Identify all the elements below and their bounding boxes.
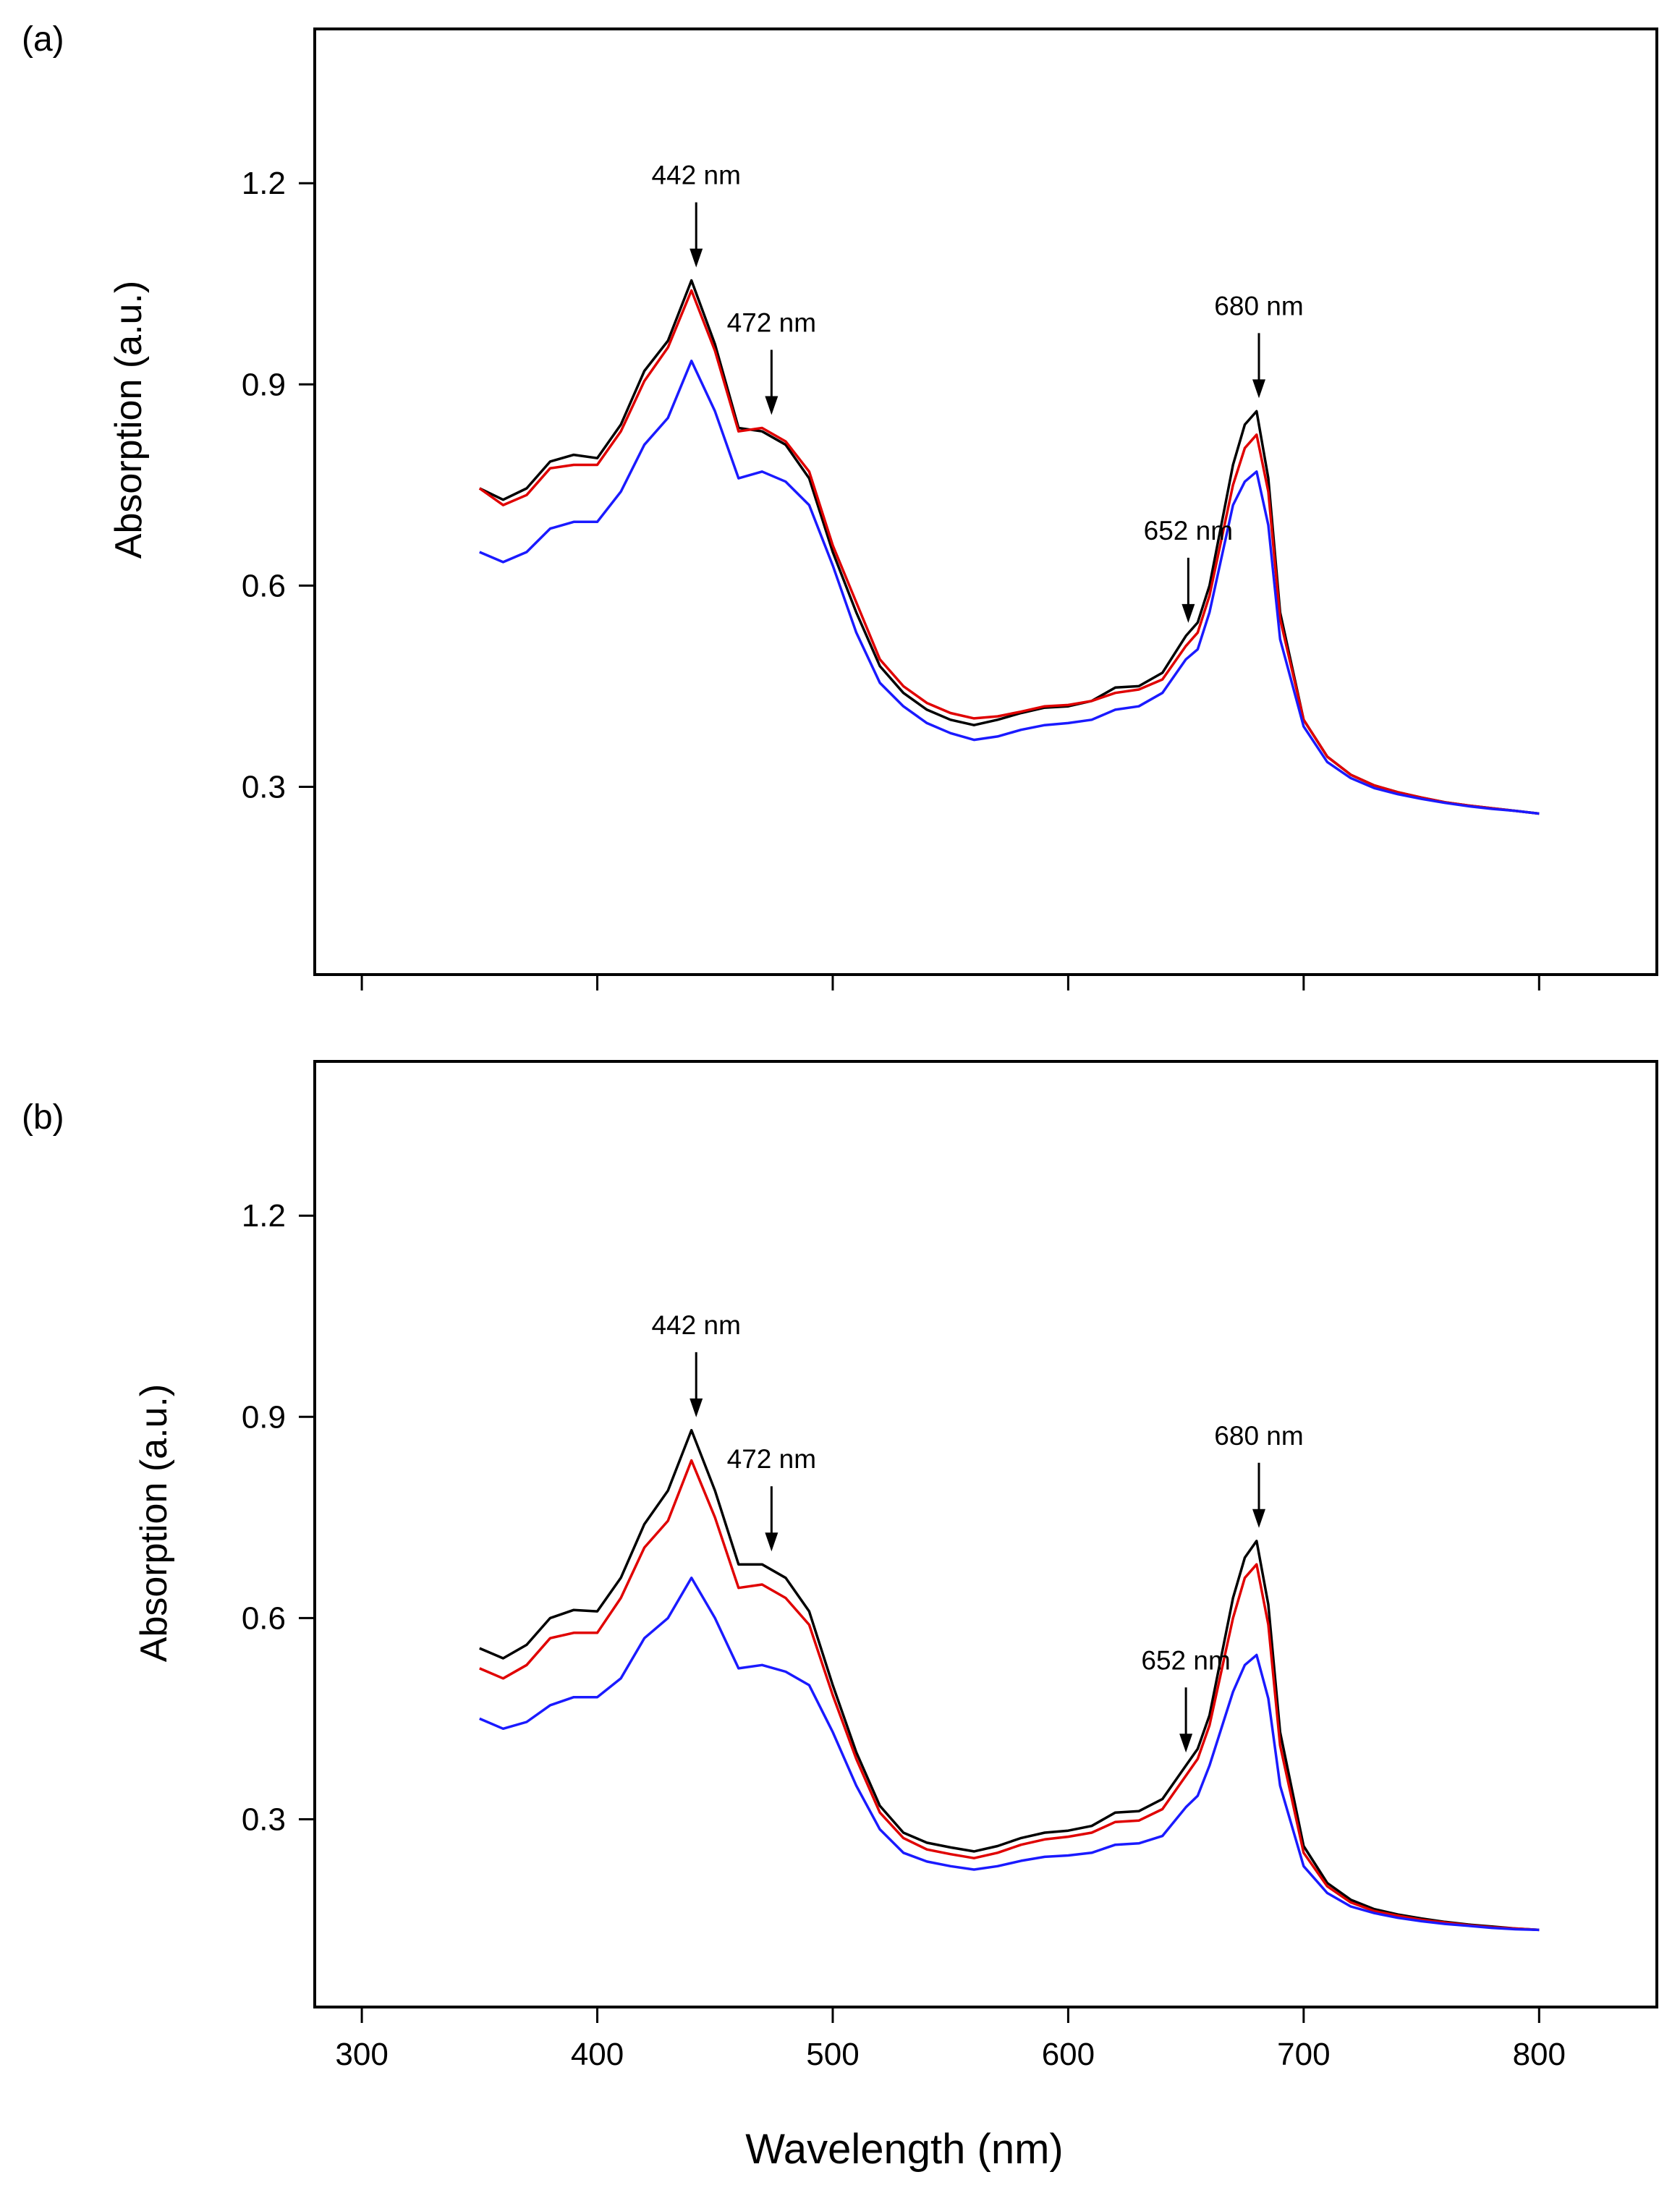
annotation-label: 652 nm <box>1141 1645 1230 1675</box>
panel-label: (b) <box>22 1098 64 1137</box>
x-tick-label: 700 <box>1277 2037 1330 2072</box>
panel-a: (a) 0.3 0.6 0.9 1.2 Absorption (a.u.) 442 nm 47… <box>22 20 1658 990</box>
series-line-red <box>478 289 1540 815</box>
annotation-label: 652 nm <box>1144 516 1233 546</box>
y-tick-label: 1.2 <box>242 166 286 201</box>
annotation-arrowhead <box>1252 379 1266 399</box>
annotation-label: 680 nm <box>1214 291 1303 321</box>
y-tick-label: 1.2 <box>242 1198 286 1234</box>
y-tick-label: 0.9 <box>242 1399 286 1435</box>
x-tick-label: 400 <box>571 2037 624 2072</box>
panel-label: (a) <box>22 20 64 59</box>
series-line-red <box>479 1459 1540 1932</box>
annotation-arrowhead <box>765 1532 779 1552</box>
y-tick-label: 0.3 <box>242 1802 286 1837</box>
annotation-arrowhead <box>765 396 779 415</box>
annotation-label: 680 nm <box>1214 1421 1303 1451</box>
annotation-arrowhead <box>1179 1734 1193 1753</box>
y-tick-label: 0.6 <box>242 1600 286 1636</box>
x-tick-label: 800 <box>1513 2037 1566 2072</box>
series-line-blue <box>479 360 1540 815</box>
x-axis-title: Wavelength (nm) <box>745 2126 1063 2173</box>
annotation-arrowhead <box>1252 1509 1266 1528</box>
annotation-label: 442 nm <box>651 1310 740 1340</box>
series-line-black <box>479 1429 1540 1932</box>
series-line-blue <box>479 1577 1540 1932</box>
y-tick-label: 0.9 <box>242 367 286 402</box>
annotation-arrowhead <box>690 248 703 268</box>
y-axis-title: Absorption (a.u.) <box>108 281 150 559</box>
panel-b: (b) 0.3 0.6 0.9 1.2 300 400 500 600 700 800 Absorpt… <box>22 1060 1658 2072</box>
y-tick-label: 0.6 <box>242 568 286 603</box>
y-tick-label: 0.3 <box>242 769 286 805</box>
plot-frame <box>313 1060 1658 2008</box>
y-axis-title: Absorption (a.u.) <box>133 1384 175 1662</box>
x-tick-label: 300 <box>335 2037 388 2072</box>
annotation-label: 472 nm <box>727 308 816 338</box>
plot-frame <box>313 27 1658 976</box>
annotation-arrowhead <box>1181 603 1195 623</box>
annotation-arrowhead <box>690 1398 703 1417</box>
annotation-label: 442 nm <box>651 161 740 190</box>
annotation-label: 472 nm <box>727 1444 816 1474</box>
x-tick-label: 600 <box>1042 2037 1095 2072</box>
x-tick-label: 500 <box>806 2037 859 2072</box>
